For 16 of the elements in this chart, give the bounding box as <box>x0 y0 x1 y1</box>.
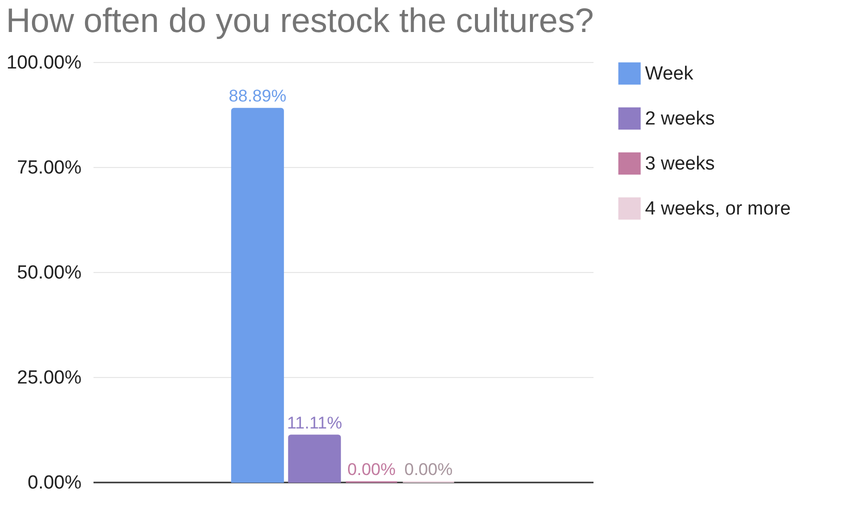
legend-label: 2 weeks <box>645 108 715 130</box>
y-tick-label: 50.00% <box>17 262 82 284</box>
data-label: 0.00% <box>404 460 453 479</box>
data-label: 11.11% <box>286 413 342 432</box>
bar <box>288 434 341 483</box>
y-tick-label: 0.00% <box>28 472 82 494</box>
legend-label: 3 weeks <box>645 154 715 174</box>
legend-label: 4 weeks, or more <box>645 198 791 220</box>
legend-label: Week <box>645 64 694 84</box>
data-label: 0.00% <box>347 460 396 479</box>
y-tick-label: 25.00% <box>17 368 82 388</box>
bar <box>231 108 284 483</box>
chart-title: How often do you restock the cultures? <box>6 2 594 40</box>
y-tick-label: 75.00% <box>17 158 82 178</box>
data-label: 88.89% <box>228 86 286 106</box>
y-tick-label: 100.00% <box>6 52 82 74</box>
